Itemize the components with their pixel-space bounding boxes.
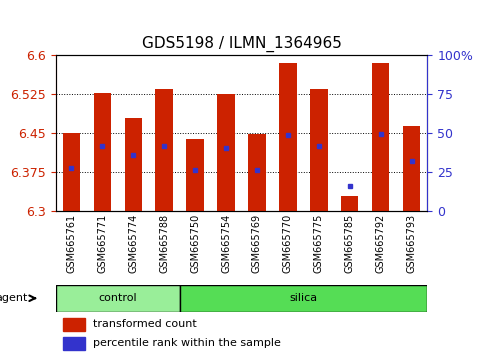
Bar — [180, 285, 427, 312]
Text: transformed count: transformed count — [93, 319, 197, 329]
Bar — [63, 318, 85, 331]
Bar — [341, 196, 358, 211]
Bar — [403, 126, 421, 211]
Bar — [248, 134, 266, 211]
Bar — [62, 133, 80, 211]
Title: GDS5198 / ILMN_1364965: GDS5198 / ILMN_1364965 — [142, 36, 341, 52]
Text: agent: agent — [0, 293, 28, 303]
Bar — [311, 88, 327, 211]
Text: control: control — [98, 293, 137, 303]
Bar — [217, 94, 235, 211]
Bar — [372, 63, 389, 211]
Bar — [280, 63, 297, 211]
Bar — [125, 118, 142, 211]
Text: percentile rank within the sample: percentile rank within the sample — [93, 338, 281, 348]
Bar — [56, 285, 180, 312]
Bar — [94, 93, 111, 211]
Bar — [186, 139, 203, 211]
Bar — [156, 88, 172, 211]
Bar — [63, 337, 85, 350]
Text: silica: silica — [289, 293, 317, 303]
